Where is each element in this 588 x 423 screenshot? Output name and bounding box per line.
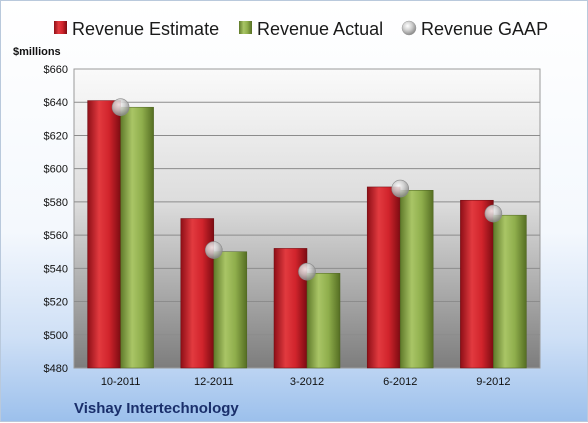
marker-revenue-gaap-10-2011 bbox=[111, 98, 130, 117]
y-tick-label: $500 bbox=[44, 330, 68, 342]
legend: Revenue Estimate Revenue Actual Revenue … bbox=[54, 19, 548, 39]
bar-revenue-actual-12-2011 bbox=[213, 251, 248, 369]
legend-swatch-revenue-estimate bbox=[54, 21, 67, 34]
bar-revenue-estimate-10-2011 bbox=[87, 100, 121, 369]
y-tick-label: $560 bbox=[44, 230, 68, 242]
legend-label-revenue-actual: Revenue Actual bbox=[257, 19, 383, 39]
marker-revenue-gaap-3-2012 bbox=[298, 262, 316, 281]
bar-revenue-estimate-9-2012 bbox=[460, 199, 494, 369]
marker-revenue-gaap-12-2011 bbox=[205, 241, 223, 259]
x-tick-label: 6-2012 bbox=[383, 376, 417, 388]
bar-revenue-actual-6-2012 bbox=[399, 190, 434, 369]
bar-revenue-estimate-12-2011 bbox=[180, 218, 215, 369]
y-tick-label: $480 bbox=[44, 363, 68, 375]
y-tick-label: $540 bbox=[44, 263, 68, 275]
company-name: Vishay Intertechnology bbox=[74, 400, 239, 417]
y-tick-label: $640 bbox=[44, 97, 68, 109]
y-tick-label: $660 bbox=[44, 64, 68, 76]
y-axis-label: $millions bbox=[13, 46, 61, 58]
x-tick-label: 3-2012 bbox=[290, 376, 324, 388]
bar-revenue-actual-3-2012 bbox=[306, 273, 341, 369]
gaap-markers bbox=[111, 98, 503, 281]
marker-revenue-gaap-6-2012 bbox=[391, 179, 410, 198]
legend-label-revenue-gaap: Revenue GAAP bbox=[421, 19, 548, 39]
bar-revenue-actual-10-2011 bbox=[120, 106, 154, 369]
bar-revenue-actual-9-2012 bbox=[493, 214, 527, 369]
x-tick-label: 10-2011 bbox=[101, 376, 141, 388]
x-axis: 10-2011 12-2011 3-2012 6-2012 9-2012 bbox=[101, 376, 511, 388]
x-tick-label: 9-2012 bbox=[476, 376, 510, 388]
bar-revenue-estimate-6-2012 bbox=[366, 186, 401, 369]
y-tick-label: $620 bbox=[44, 130, 68, 142]
x-tick-label: 12-2011 bbox=[194, 376, 234, 388]
y-tick-label: $600 bbox=[44, 164, 68, 176]
legend-label-revenue-estimate: Revenue Estimate bbox=[72, 19, 219, 39]
marker-revenue-gaap-9-2012 bbox=[484, 204, 503, 223]
y-axis: $480 $500 $520 $540 $560 $580 $600 $620 $640 $660 bbox=[44, 64, 68, 375]
legend-swatch-revenue-gaap bbox=[401, 20, 417, 36]
bars bbox=[87, 100, 527, 369]
legend-swatch-revenue-actual bbox=[239, 21, 252, 34]
y-tick-label: $520 bbox=[44, 297, 68, 309]
y-tick-label: $580 bbox=[44, 197, 68, 209]
